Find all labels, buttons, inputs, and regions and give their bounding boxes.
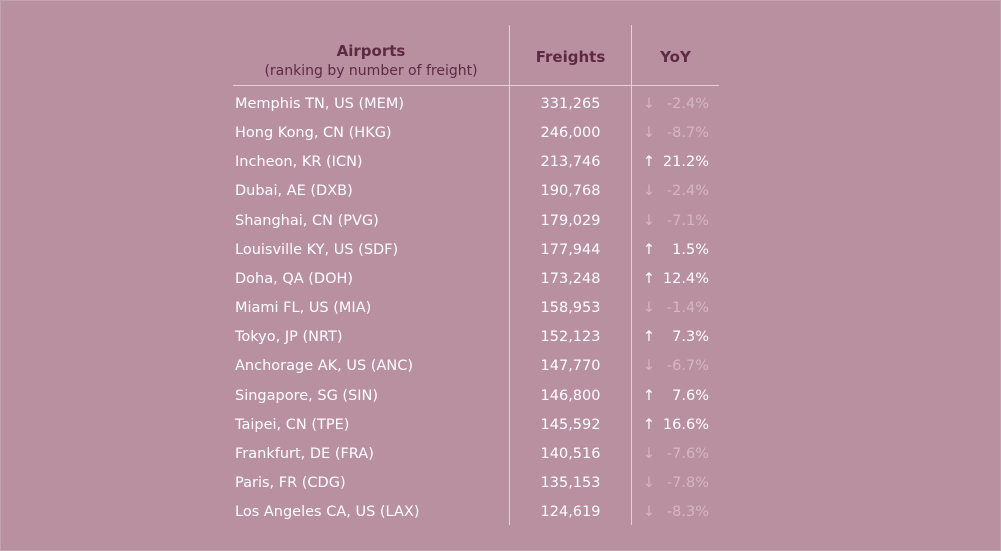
freight-value: 147,770 (540, 358, 601, 375)
yoy-value: -7.8% (666, 474, 709, 491)
arrow-down-icon: ↓ (642, 300, 656, 317)
column-header-yoy: YoY (660, 48, 691, 66)
table-row: Taipei, CN (TPE) 145,592 ↑ 16.6% (233, 411, 719, 440)
column-divider-freights (509, 25, 510, 525)
airport-name: Shanghai, CN (PVG) (235, 212, 379, 229)
arrow-down-icon: ↓ (642, 445, 656, 462)
yoy-value: -7.6% (666, 445, 709, 462)
airport-name: Miami FL, US (MIA) (235, 300, 372, 317)
yoy-value: 12.4% (662, 270, 709, 287)
yoy-value: 16.6% (662, 416, 709, 433)
freight-value: 179,029 (540, 212, 601, 229)
yoy-value: -1.4% (666, 300, 709, 317)
airport-name: Memphis TN, US (MEM) (235, 96, 404, 112)
yoy-value: -6.7% (666, 358, 709, 375)
table-row: Paris, FR (CDG) 135,153 ↓ -7.8% (233, 469, 719, 498)
yoy-value: 21.2% (662, 154, 709, 171)
yoy-value: 7.3% (672, 329, 709, 346)
freight-value: 124,619 (540, 504, 601, 521)
yoy-value: 1.5% (672, 241, 709, 258)
table-row: Miami FL, US (MIA) 158,953 ↓ -1.4% (233, 294, 719, 323)
freight-value: 331,265 (540, 96, 601, 112)
table-row: Louisville KY, US (SDF) 177,944 ↑ 1.5% (233, 236, 719, 265)
table-row: Los Angeles CA, US (LAX) 124,619 ↓ -8.3% (233, 498, 719, 527)
header-rule (233, 85, 719, 86)
table-row: Tokyo, JP (NRT) 152,123 ↑ 7.3% (233, 323, 719, 352)
airport-name: Frankfurt, DE (FRA) (235, 445, 374, 462)
yoy-value: -2.4% (666, 183, 709, 200)
airport-name: Los Angeles CA, US (LAX) (235, 504, 420, 521)
arrow-down-icon: ↓ (642, 125, 656, 142)
column-divider-yoy (631, 25, 632, 525)
freight-value: 158,953 (540, 300, 601, 317)
yoy-value: -8.3% (666, 504, 709, 521)
yoy-value: -2.4% (666, 96, 709, 112)
table-row: Incheon, KR (ICN) 213,746 ↑ 21.2% (233, 148, 719, 177)
freight-value: 190,768 (540, 183, 601, 200)
freight-value: 140,516 (540, 445, 601, 462)
arrow-up-icon: ↑ (642, 154, 656, 171)
airport-name: Hong Kong, CN (HKG) (235, 125, 392, 142)
column-header-airports-title: Airports (336, 42, 406, 60)
airport-name: Tokyo, JP (NRT) (235, 329, 343, 346)
arrow-up-icon: ↑ (642, 270, 656, 287)
table-row: Memphis TN, US (MEM) 331,265 ↓ -2.4% (233, 90, 719, 119)
freight-value: 145,592 (540, 416, 601, 433)
airport-name: Dubai, AE (DXB) (235, 183, 353, 200)
yoy-value: 7.6% (672, 387, 709, 404)
freight-value: 173,248 (540, 270, 601, 287)
arrow-down-icon: ↓ (642, 358, 656, 375)
arrow-down-icon: ↓ (642, 504, 656, 521)
arrow-up-icon: ↑ (642, 329, 656, 346)
freight-value: 135,153 (540, 474, 601, 491)
airport-name: Taipei, CN (TPE) (235, 416, 350, 433)
freight-value: 177,944 (540, 241, 601, 258)
airport-name: Paris, FR (CDG) (235, 474, 346, 491)
table-row: Singapore, SG (SIN) 146,800 ↑ 7.6% (233, 382, 719, 411)
arrow-up-icon: ↑ (642, 241, 656, 258)
arrow-down-icon: ↓ (642, 212, 656, 229)
table-row: Anchorage AK, US (ANC) 147,770 ↓ -6.7% (233, 352, 719, 381)
table-row: Shanghai, CN (PVG) 179,029 ↓ -7.1% (233, 207, 719, 236)
table-row: Frankfurt, DE (FRA) 140,516 ↓ -7.6% (233, 440, 719, 469)
airport-name: Louisville KY, US (SDF) (235, 241, 399, 258)
airport-name: Doha, QA (DOH) (235, 270, 354, 287)
freight-value: 146,800 (540, 387, 601, 404)
yoy-value: -7.1% (666, 212, 709, 229)
table-row: Dubai, AE (DXB) 190,768 ↓ -2.4% (233, 177, 719, 206)
arrow-down-icon: ↓ (642, 183, 656, 200)
airport-name: Anchorage AK, US (ANC) (235, 358, 414, 375)
column-header-freights: Freights (535, 48, 606, 66)
freight-value: 213,746 (540, 154, 601, 171)
freight-value: 246,000 (540, 125, 601, 142)
yoy-value: -8.7% (666, 125, 709, 142)
freight-value: 152,123 (540, 329, 601, 346)
table-row: Doha, QA (DOH) 173,248 ↑ 12.4% (233, 265, 719, 294)
arrow-up-icon: ↑ (642, 416, 656, 433)
arrow-down-icon: ↓ (642, 474, 656, 491)
column-header-airports-subtitle: (ranking by number of freight) (264, 63, 478, 79)
column-header-airports: Airports (ranking by number of freight) (233, 41, 509, 81)
arrow-down-icon: ↓ (642, 96, 656, 112)
airport-name: Singapore, SG (SIN) (235, 387, 379, 404)
arrow-up-icon: ↑ (642, 387, 656, 404)
airport-name: Incheon, KR (ICN) (235, 154, 363, 171)
table-row: Hong Kong, CN (HKG) 246,000 ↓ -8.7% (233, 119, 719, 148)
